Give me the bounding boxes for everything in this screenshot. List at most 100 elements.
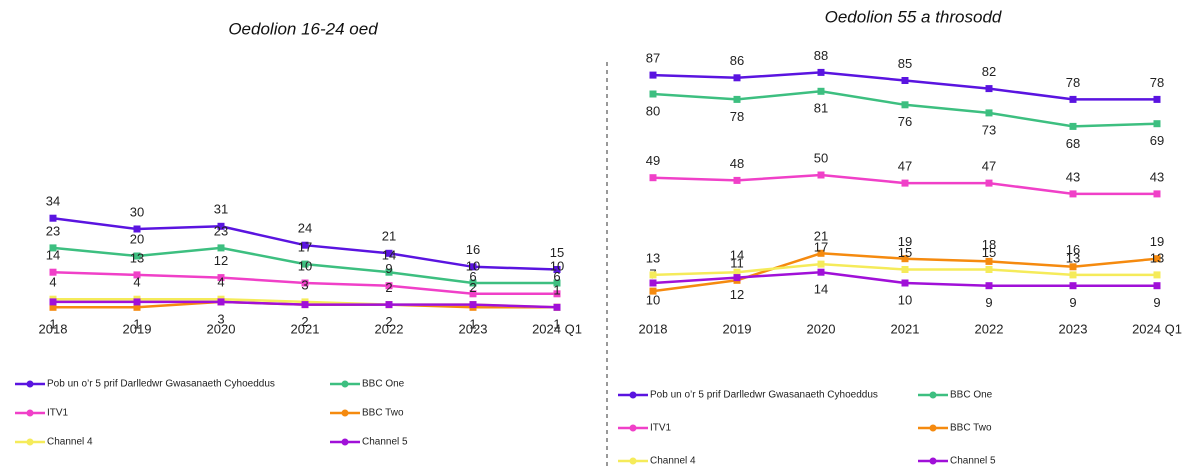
data-label: 82	[982, 64, 996, 79]
data-label: 2	[385, 280, 392, 295]
data-label: 14	[46, 248, 60, 263]
data-label: 10	[298, 258, 312, 273]
data-label: 4	[133, 275, 140, 290]
marker	[469, 263, 477, 271]
data-label: 9	[985, 295, 992, 310]
data-label: 4	[49, 275, 56, 290]
legend-marker	[929, 424, 937, 432]
marker	[133, 303, 141, 311]
marker	[817, 268, 825, 276]
data-label: 86	[730, 53, 744, 68]
data-label: 13	[646, 250, 660, 265]
legend-label: ITV1	[650, 423, 672, 434]
marker	[817, 171, 825, 179]
marker	[49, 303, 57, 311]
marker	[133, 225, 141, 233]
data-label: 48	[730, 156, 744, 171]
series-line	[652, 71, 1157, 101]
marker	[1069, 122, 1077, 130]
data-label: 1	[553, 317, 560, 332]
data-label: 30	[130, 204, 144, 219]
marker	[733, 95, 741, 103]
marker	[901, 279, 909, 287]
x-tick-label: 2019	[723, 321, 752, 336]
marker	[301, 279, 309, 287]
marker	[1153, 95, 1161, 103]
marker	[49, 214, 57, 222]
data-label: 43	[1066, 169, 1080, 184]
marker	[901, 179, 909, 187]
chart-title: Oedolion 16-24 oed	[228, 19, 378, 38]
data-label: 16	[466, 242, 480, 257]
x-tick-label: 2021	[891, 321, 920, 336]
marker	[1153, 190, 1161, 198]
data-label: 13	[1066, 250, 1080, 265]
data-label: 10	[646, 292, 660, 307]
legend-marker	[26, 438, 34, 446]
x-tick-label: 2023	[459, 321, 488, 336]
data-label: 23	[46, 223, 60, 238]
data-label: 10	[466, 258, 480, 273]
data-label: 15	[982, 245, 996, 260]
marker	[649, 90, 657, 98]
legend-label: Pob un o’r 5 prif Darlledwr Gwasanaeth C…	[47, 379, 275, 390]
marker	[817, 68, 825, 76]
marker	[901, 255, 909, 263]
legend-marker	[341, 438, 349, 446]
data-label: 12	[214, 253, 228, 268]
marker	[649, 279, 657, 287]
data-label: 50	[814, 150, 828, 165]
data-label: 78	[1066, 75, 1080, 90]
data-label: 17	[298, 240, 312, 255]
data-label: 1	[469, 317, 476, 332]
data-label: 13	[130, 250, 144, 265]
legend-marker	[26, 409, 34, 417]
data-label: 18	[982, 237, 996, 252]
data-label: 1	[133, 317, 140, 332]
marker	[1153, 255, 1161, 263]
marker	[985, 282, 993, 290]
marker	[901, 266, 909, 273]
marker	[733, 274, 741, 282]
marker	[817, 249, 825, 257]
data-label: 73	[982, 122, 996, 137]
marker	[385, 249, 393, 257]
data-label: 12	[730, 287, 744, 302]
legend-marker	[629, 457, 637, 465]
marker	[649, 287, 657, 295]
chart-title: Oedolion 55 a throsodd	[825, 7, 1002, 26]
marker	[649, 174, 657, 182]
data-label: 81	[814, 101, 828, 116]
marker	[301, 301, 309, 309]
marker	[985, 109, 993, 117]
data-label: 3	[217, 311, 224, 326]
data-label: 10	[550, 258, 564, 273]
data-label: 11	[730, 256, 744, 271]
legend-label: Channel 5	[950, 456, 996, 466]
data-label: 87	[646, 51, 660, 66]
data-label: 14	[814, 282, 828, 297]
legend-label: BBC Two	[950, 423, 992, 434]
marker	[469, 290, 477, 298]
data-label: 85	[898, 56, 912, 71]
data-label: 3	[301, 277, 308, 292]
marker	[133, 298, 141, 306]
legend-label: Pob un o’r 5 prif Darlledwr Gwasanaeth C…	[650, 390, 878, 401]
legend-label: BBC Two	[362, 408, 404, 419]
marker	[1069, 263, 1077, 271]
data-label: 31	[214, 202, 228, 217]
marker	[1153, 271, 1161, 279]
legend-label: ITV1	[47, 408, 69, 419]
marker	[1069, 190, 1077, 198]
data-label: 15	[898, 245, 912, 260]
data-label: 13	[1150, 250, 1164, 265]
marker	[1069, 95, 1077, 103]
marker	[217, 298, 225, 306]
marker	[733, 268, 741, 276]
x-tick-label: 2024 Q1	[532, 321, 582, 336]
data-label: 16	[1066, 242, 1080, 257]
x-tick-label: 2022	[975, 321, 1004, 336]
data-label: 15	[550, 245, 564, 260]
data-label: 24	[298, 221, 312, 236]
marker	[1153, 120, 1161, 128]
